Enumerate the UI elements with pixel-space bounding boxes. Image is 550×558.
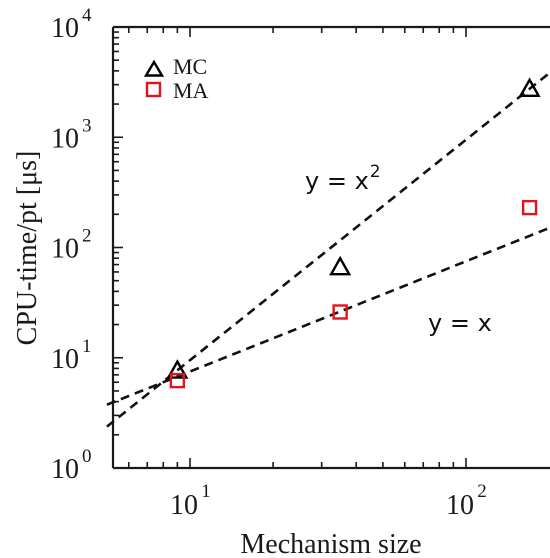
x-tick-label: 10: [446, 490, 474, 521]
y-tick-label: 10: [51, 13, 79, 44]
x-tick-label-exponent: 2: [477, 481, 487, 502]
data-points: [166, 77, 541, 389]
x-axis-title: Mechanism size: [240, 529, 421, 558]
legend-label-ma: MA: [173, 78, 209, 103]
y-axis-title: CPU-time/pt [μs]: [12, 151, 43, 346]
x-tick-label-exponent: 1: [201, 481, 211, 502]
y-tick-label-exponent: 3: [82, 115, 92, 136]
reference-line-labels: y = x 2y = x: [305, 162, 492, 337]
reference-line-label-linear: y = x: [428, 309, 492, 337]
y-tick-label: 10: [51, 344, 79, 375]
data-point-ma: [332, 304, 348, 320]
axis-tick-labels: 10 1 10 210 010 110 210 310 4: [51, 5, 487, 521]
y-tick-label-exponent: 0: [82, 446, 92, 467]
data-point-ma: [521, 199, 538, 216]
legend-label-mc: MC: [173, 54, 207, 79]
y-tick-label-exponent: 2: [82, 226, 92, 247]
data-point-mc: [329, 255, 352, 276]
y-tick-label-exponent: 4: [82, 5, 92, 26]
y-tick-label-exponent: 1: [82, 336, 92, 357]
legend: MC MA: [143, 54, 209, 103]
x-tick-label: 10: [170, 490, 198, 521]
reference-line-label-exponent-quadratic: 2: [370, 162, 381, 182]
data-point-ma: [169, 372, 186, 389]
data-point-mc: [166, 359, 189, 379]
y-tick-label: 10: [51, 123, 79, 154]
y-tick-label: 10: [51, 454, 79, 485]
data-point-mc: [518, 77, 541, 97]
legend-marker-ma: [145, 81, 162, 98]
axis-ticks: [113, 27, 467, 469]
reference-line-label-quadratic: y = x: [305, 167, 369, 195]
legend-marker-mc: [143, 59, 165, 77]
y-tick-label: 10: [51, 234, 79, 265]
